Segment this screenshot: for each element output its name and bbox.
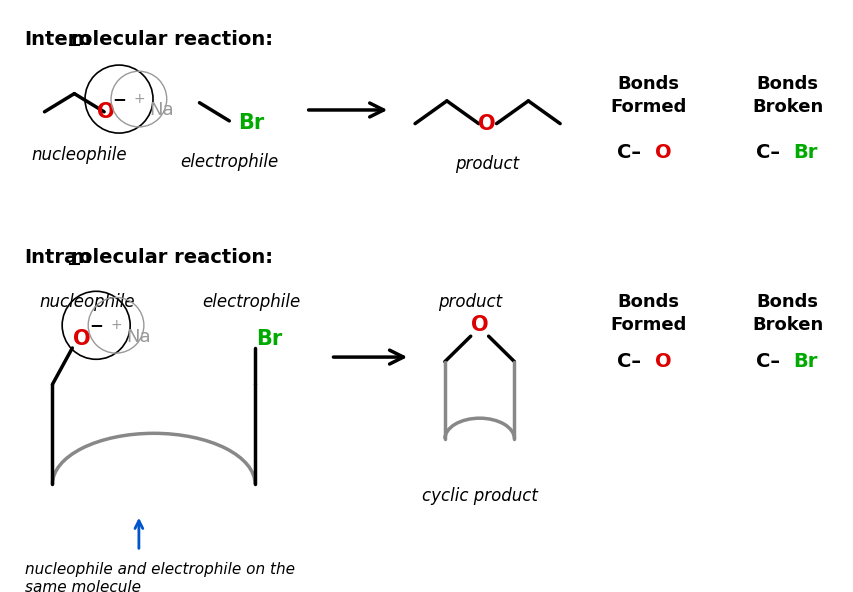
Text: Na: Na (149, 101, 174, 119)
Text: O: O (97, 102, 115, 122)
Text: same molecule: same molecule (25, 580, 141, 592)
Text: nucleophile and electrophile on the: nucleophile and electrophile on the (25, 562, 294, 577)
Text: product: product (454, 156, 518, 173)
Text: Br: Br (792, 352, 817, 371)
Text: olecular reaction:: olecular reaction: (79, 248, 273, 267)
Text: nucleophile: nucleophile (39, 294, 135, 311)
Text: product: product (437, 294, 502, 311)
Text: Bonds
Formed: Bonds Formed (610, 294, 686, 334)
Text: Br: Br (792, 143, 817, 162)
Text: O: O (470, 316, 488, 335)
Text: C–: C– (755, 352, 779, 371)
Text: Bonds
Broken: Bonds Broken (751, 75, 822, 115)
Text: Na: Na (126, 328, 151, 346)
Text: Intra: Intra (25, 248, 78, 267)
Text: O: O (477, 114, 495, 134)
Text: cyclic product: cyclic product (421, 487, 537, 505)
Text: +: + (133, 92, 144, 106)
Text: −: − (112, 90, 125, 108)
Text: electrophile: electrophile (202, 294, 300, 311)
Text: +: + (110, 318, 122, 332)
Text: C–: C– (755, 143, 779, 162)
Text: electrophile: electrophile (180, 153, 278, 170)
Text: m: m (70, 30, 90, 49)
Text: m: m (70, 248, 90, 267)
Text: C–: C– (616, 143, 640, 162)
Text: Br: Br (256, 329, 281, 349)
Text: Inter: Inter (25, 30, 78, 49)
Text: Bonds
Formed: Bonds Formed (610, 75, 686, 115)
Text: O: O (73, 329, 91, 349)
Text: nucleophile: nucleophile (32, 146, 127, 165)
Text: −: − (89, 316, 103, 334)
Text: O: O (653, 143, 670, 162)
Text: C–: C– (616, 352, 640, 371)
Text: O: O (653, 352, 670, 371)
Text: Bonds
Broken: Bonds Broken (751, 294, 822, 334)
Text: Br: Br (238, 112, 264, 133)
Text: olecular reaction:: olecular reaction: (79, 30, 273, 49)
